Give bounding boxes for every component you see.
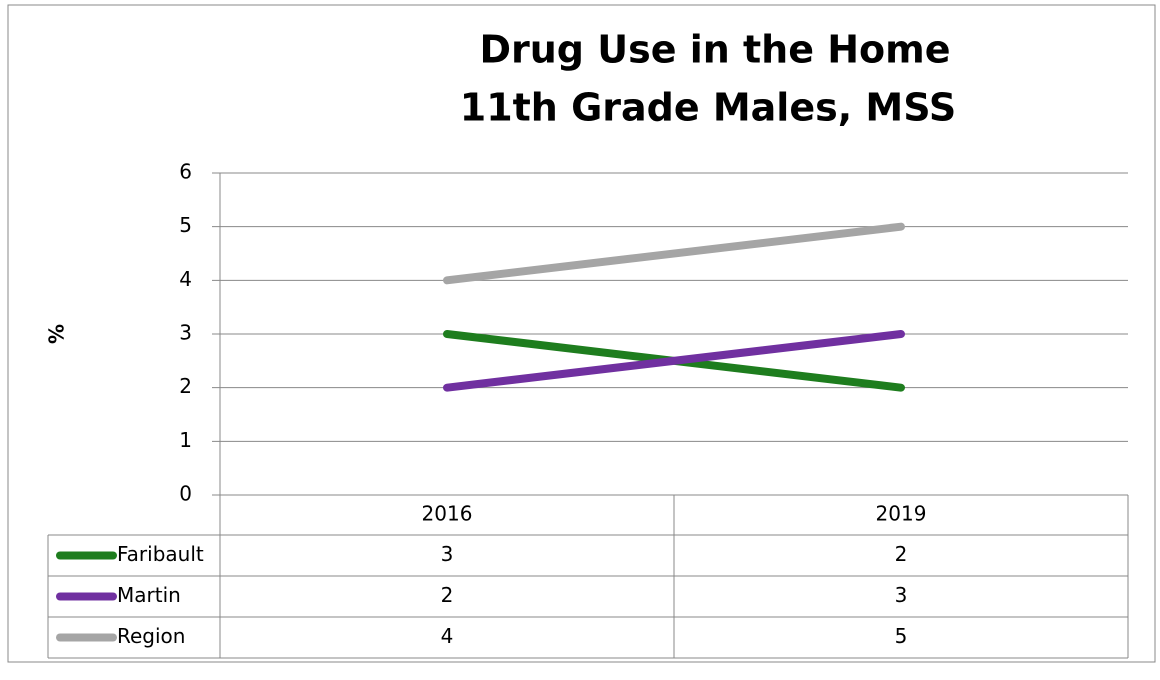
x-tick-label: 2016 [422,502,473,526]
legend-label: Martin [117,583,181,607]
table-value: 2 [441,583,454,607]
chart-title: 11th Grade Males, MSS [460,86,957,130]
table-value: 3 [895,583,908,607]
y-tick-label: 2 [179,374,192,398]
line-series [443,330,905,392]
y-tick-label: 0 [179,482,192,506]
table-value: 2 [895,542,908,566]
table-value: 4 [441,624,454,648]
y-tick-label: 6 [179,160,192,184]
table-value: 5 [895,624,908,648]
line-series [443,222,905,285]
y-tick-label: 5 [179,213,192,237]
legend-label: Region [117,624,185,648]
legend-label: Faribault [117,542,204,566]
x-tick-label: 2019 [876,502,927,526]
y-tick-label: 1 [179,428,192,452]
y-tick-label: 3 [179,321,192,345]
table-value: 3 [441,542,454,566]
y-tick-label: 4 [179,267,192,291]
y-axis-label: % [45,324,69,344]
chart-title: Drug Use in the Home [479,28,950,72]
